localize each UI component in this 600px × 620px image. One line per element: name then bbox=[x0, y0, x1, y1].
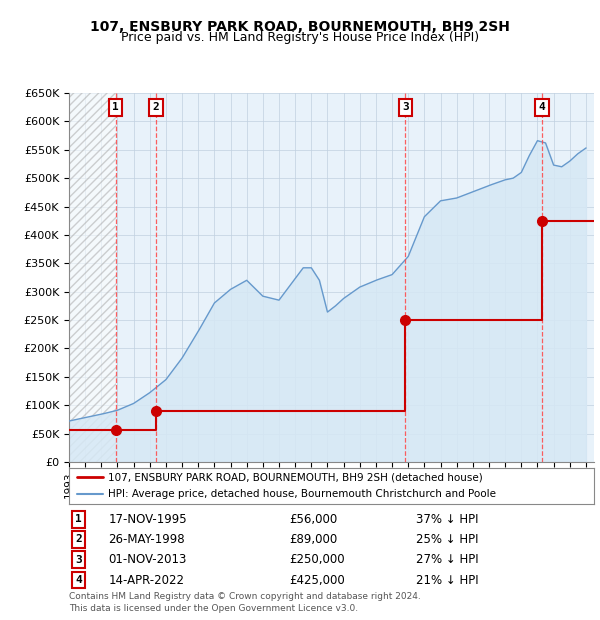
Text: 01-NOV-2013: 01-NOV-2013 bbox=[109, 553, 187, 566]
Text: 26-MAY-1998: 26-MAY-1998 bbox=[109, 533, 185, 546]
Text: 2: 2 bbox=[75, 534, 82, 544]
Text: Price paid vs. HM Land Registry's House Price Index (HPI): Price paid vs. HM Land Registry's House … bbox=[121, 31, 479, 44]
Text: 25% ↓ HPI: 25% ↓ HPI bbox=[415, 533, 478, 546]
Text: £425,000: £425,000 bbox=[290, 574, 345, 587]
Text: 14-APR-2022: 14-APR-2022 bbox=[109, 574, 184, 587]
Text: 37% ↓ HPI: 37% ↓ HPI bbox=[415, 513, 478, 526]
Text: 1: 1 bbox=[75, 514, 82, 524]
Text: 3: 3 bbox=[402, 102, 409, 112]
Text: 4: 4 bbox=[75, 575, 82, 585]
Text: 4: 4 bbox=[539, 102, 545, 112]
Text: £89,000: £89,000 bbox=[290, 533, 338, 546]
Text: 17-NOV-1995: 17-NOV-1995 bbox=[109, 513, 187, 526]
Bar bbox=[69, 93, 116, 462]
Text: 107, ENSBURY PARK ROAD, BOURNEMOUTH, BH9 2SH: 107, ENSBURY PARK ROAD, BOURNEMOUTH, BH9… bbox=[90, 20, 510, 34]
Text: HPI: Average price, detached house, Bournemouth Christchurch and Poole: HPI: Average price, detached house, Bour… bbox=[109, 489, 496, 499]
Text: 107, ENSBURY PARK ROAD, BOURNEMOUTH, BH9 2SH (detached house): 107, ENSBURY PARK ROAD, BOURNEMOUTH, BH9… bbox=[109, 472, 483, 482]
Text: £250,000: £250,000 bbox=[290, 553, 345, 566]
Text: 27% ↓ HPI: 27% ↓ HPI bbox=[415, 553, 478, 566]
Text: 1: 1 bbox=[112, 102, 119, 112]
Text: Contains HM Land Registry data © Crown copyright and database right 2024.: Contains HM Land Registry data © Crown c… bbox=[69, 592, 421, 601]
Text: This data is licensed under the Open Government Licence v3.0.: This data is licensed under the Open Gov… bbox=[69, 603, 358, 613]
Text: 3: 3 bbox=[75, 555, 82, 565]
Text: 2: 2 bbox=[153, 102, 160, 112]
Text: £56,000: £56,000 bbox=[290, 513, 338, 526]
Text: 21% ↓ HPI: 21% ↓ HPI bbox=[415, 574, 478, 587]
